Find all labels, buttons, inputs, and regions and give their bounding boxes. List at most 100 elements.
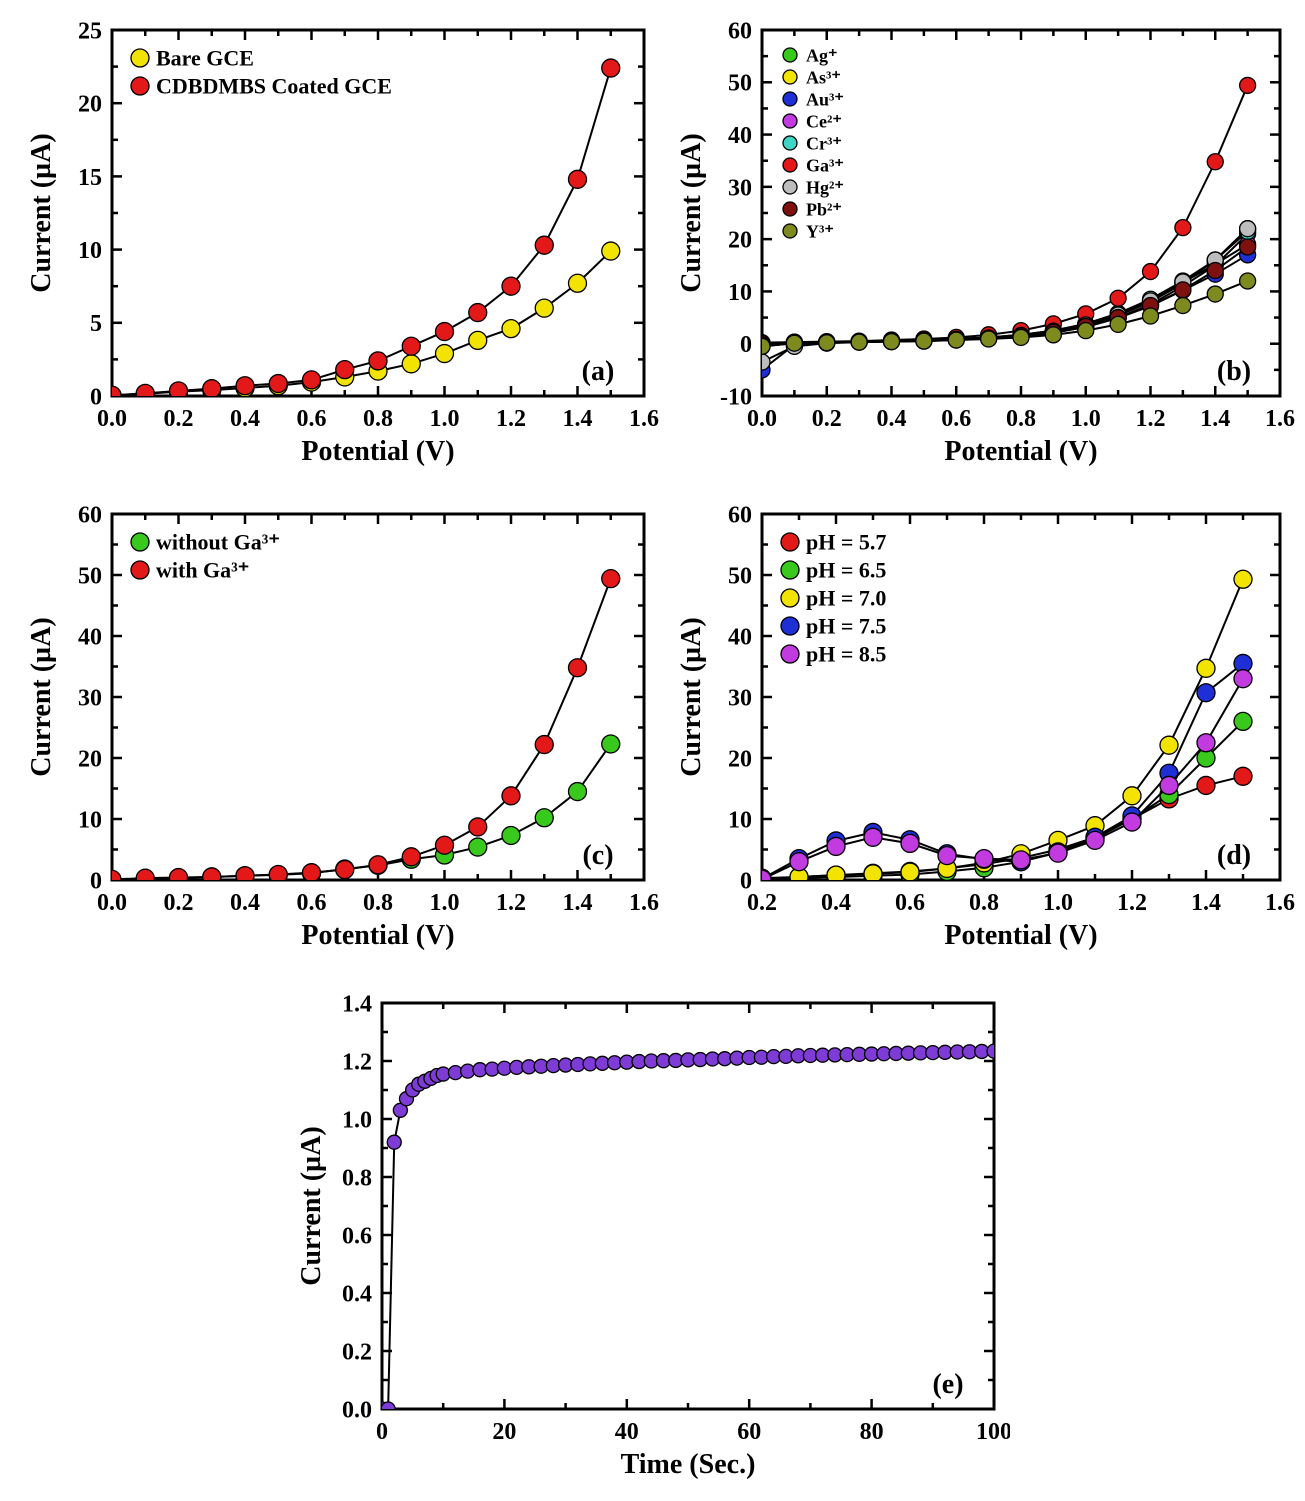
panel-e: 0 20 40 60 80 100 0.0 0.2 0.4 0.6 0.8 1.0 1.2 1.4 Time…: [290, 985, 1010, 1485]
svg-text:1.6: 1.6: [629, 406, 659, 432]
svg-text:0.8: 0.8: [1006, 406, 1036, 432]
svg-text:pH = 6.5: pH = 6.5: [806, 558, 886, 583]
svg-text:Ga³⁺: Ga³⁺: [806, 155, 844, 175]
svg-text:0.8: 0.8: [363, 890, 393, 916]
svg-text:0.6: 0.6: [342, 1223, 372, 1249]
svg-text:0.4: 0.4: [342, 1281, 372, 1307]
svg-text:60: 60: [728, 18, 752, 44]
svg-text:Potential (V): Potential (V): [944, 920, 1097, 951]
svg-text:0.0: 0.0: [342, 1397, 372, 1423]
svg-text:(a): (a): [582, 356, 615, 387]
svg-text:Current (µA): Current (µA): [296, 1126, 327, 1285]
svg-text:Y³⁺: Y³⁺: [806, 221, 834, 241]
svg-text:(d): (d): [1217, 840, 1251, 871]
svg-text:0.2: 0.2: [342, 1339, 372, 1365]
svg-text:0: 0: [90, 384, 102, 410]
svg-text:0: 0: [376, 1419, 388, 1445]
svg-text:20: 20: [78, 92, 102, 118]
svg-text:80: 80: [860, 1419, 884, 1445]
svg-text:1.0: 1.0: [342, 1107, 372, 1133]
svg-text:1.6: 1.6: [1265, 890, 1295, 916]
svg-text:Bare GCE: Bare GCE: [156, 46, 254, 71]
svg-text:CDBDMBS Coated GCE: CDBDMBS Coated GCE: [156, 74, 392, 99]
svg-text:Potential (V): Potential (V): [944, 436, 1097, 467]
svg-text:50: 50: [728, 71, 752, 97]
svg-text:1.6: 1.6: [1265, 406, 1295, 432]
svg-text:40: 40: [728, 123, 752, 149]
svg-text:0.6: 0.6: [297, 890, 327, 916]
svg-text:1.4: 1.4: [1191, 890, 1221, 916]
svg-text:with Ga³⁺: with Ga³⁺: [156, 558, 249, 583]
svg-text:40: 40: [78, 624, 102, 650]
svg-text:0.2: 0.2: [164, 406, 194, 432]
svg-text:1.4: 1.4: [1200, 406, 1230, 432]
svg-text:pH = 7.0: pH = 7.0: [806, 586, 886, 611]
svg-text:Current (µA): Current (µA): [676, 617, 707, 776]
svg-text:20: 20: [728, 746, 752, 772]
svg-text:Time (Sec.): Time (Sec.): [621, 1449, 756, 1480]
svg-text:10: 10: [78, 238, 102, 264]
svg-text:1.2: 1.2: [1117, 890, 1147, 916]
svg-text:0.6: 0.6: [941, 406, 971, 432]
svg-text:10: 10: [728, 280, 752, 306]
svg-text:Current (µA): Current (µA): [26, 133, 57, 292]
svg-text:1.2: 1.2: [1136, 406, 1166, 432]
svg-text:Au³⁺: Au³⁺: [806, 89, 844, 109]
panel-d: 0.20.40.60.81.01.21.41.60102030405060Pot…: [670, 496, 1296, 956]
svg-text:20: 20: [78, 746, 102, 772]
svg-text:0.8: 0.8: [969, 890, 999, 916]
svg-text:0: 0: [740, 868, 752, 894]
svg-text:60: 60: [78, 502, 102, 528]
svg-text:1.4: 1.4: [342, 991, 372, 1017]
svg-text:(e): (e): [932, 1369, 963, 1400]
svg-text:50: 50: [728, 563, 752, 589]
panel-b: 0.00.20.40.60.81.01.21.41.6-100102030405…: [670, 12, 1296, 472]
svg-text:1.2: 1.2: [496, 406, 526, 432]
svg-text:0.6: 0.6: [895, 890, 925, 916]
svg-text:Current (µA): Current (µA): [26, 617, 57, 776]
svg-text:pH = 5.7: pH = 5.7: [806, 530, 886, 555]
svg-text:1.6: 1.6: [629, 890, 659, 916]
svg-text:0.8: 0.8: [342, 1165, 372, 1191]
svg-text:(c): (c): [582, 840, 613, 871]
svg-text:100: 100: [976, 1419, 1010, 1445]
svg-text:0: 0: [740, 332, 752, 358]
svg-text:20: 20: [728, 228, 752, 254]
svg-text:Ag⁺: Ag⁺: [806, 45, 838, 65]
svg-text:pH = 7.5: pH = 7.5: [806, 614, 886, 639]
svg-text:20: 20: [492, 1419, 516, 1445]
svg-text:0: 0: [90, 868, 102, 894]
svg-text:Hg²⁺: Hg²⁺: [806, 177, 844, 197]
svg-text:Pb²⁺: Pb²⁺: [806, 199, 842, 219]
svg-text:0.2: 0.2: [164, 890, 194, 916]
svg-text:1.4: 1.4: [563, 406, 593, 432]
svg-text:30: 30: [728, 175, 752, 201]
svg-text:0.6: 0.6: [297, 406, 327, 432]
svg-text:As³⁺: As³⁺: [806, 67, 841, 87]
svg-text:30: 30: [728, 685, 752, 711]
svg-text:1.2: 1.2: [496, 890, 526, 916]
svg-text:0.4: 0.4: [877, 406, 907, 432]
figure-grid: 0.0 0.2 0.4 0.6 0.8 1.0 1.2 1.4 1.6 0 5 10 15 20 25 Pot…: [0, 0, 1305, 1501]
svg-text:1.0: 1.0: [430, 890, 460, 916]
svg-text:0.4: 0.4: [230, 406, 260, 432]
svg-text:Potential (V): Potential (V): [301, 436, 454, 467]
svg-text:-10: -10: [720, 384, 752, 410]
svg-text:0.2: 0.2: [812, 406, 842, 432]
svg-text:Current (µA): Current (µA): [676, 133, 707, 292]
svg-text:Ce²⁺: Ce²⁺: [806, 111, 842, 131]
svg-text:pH = 8.5: pH = 8.5: [806, 642, 886, 667]
svg-text:Cr³⁺: Cr³⁺: [806, 133, 842, 153]
svg-text:0.8: 0.8: [363, 406, 393, 432]
svg-text:15: 15: [78, 165, 102, 191]
svg-text:(b): (b): [1217, 356, 1251, 387]
svg-text:0.4: 0.4: [230, 890, 260, 916]
svg-text:10: 10: [78, 807, 102, 833]
svg-text:60: 60: [737, 1419, 761, 1445]
svg-text:1.0: 1.0: [1043, 890, 1073, 916]
svg-text:25: 25: [78, 18, 102, 44]
svg-text:1.2: 1.2: [342, 1049, 372, 1075]
svg-text:without Ga³⁺: without Ga³⁺: [156, 530, 280, 555]
svg-text:5: 5: [90, 311, 102, 337]
svg-text:40: 40: [615, 1419, 639, 1445]
